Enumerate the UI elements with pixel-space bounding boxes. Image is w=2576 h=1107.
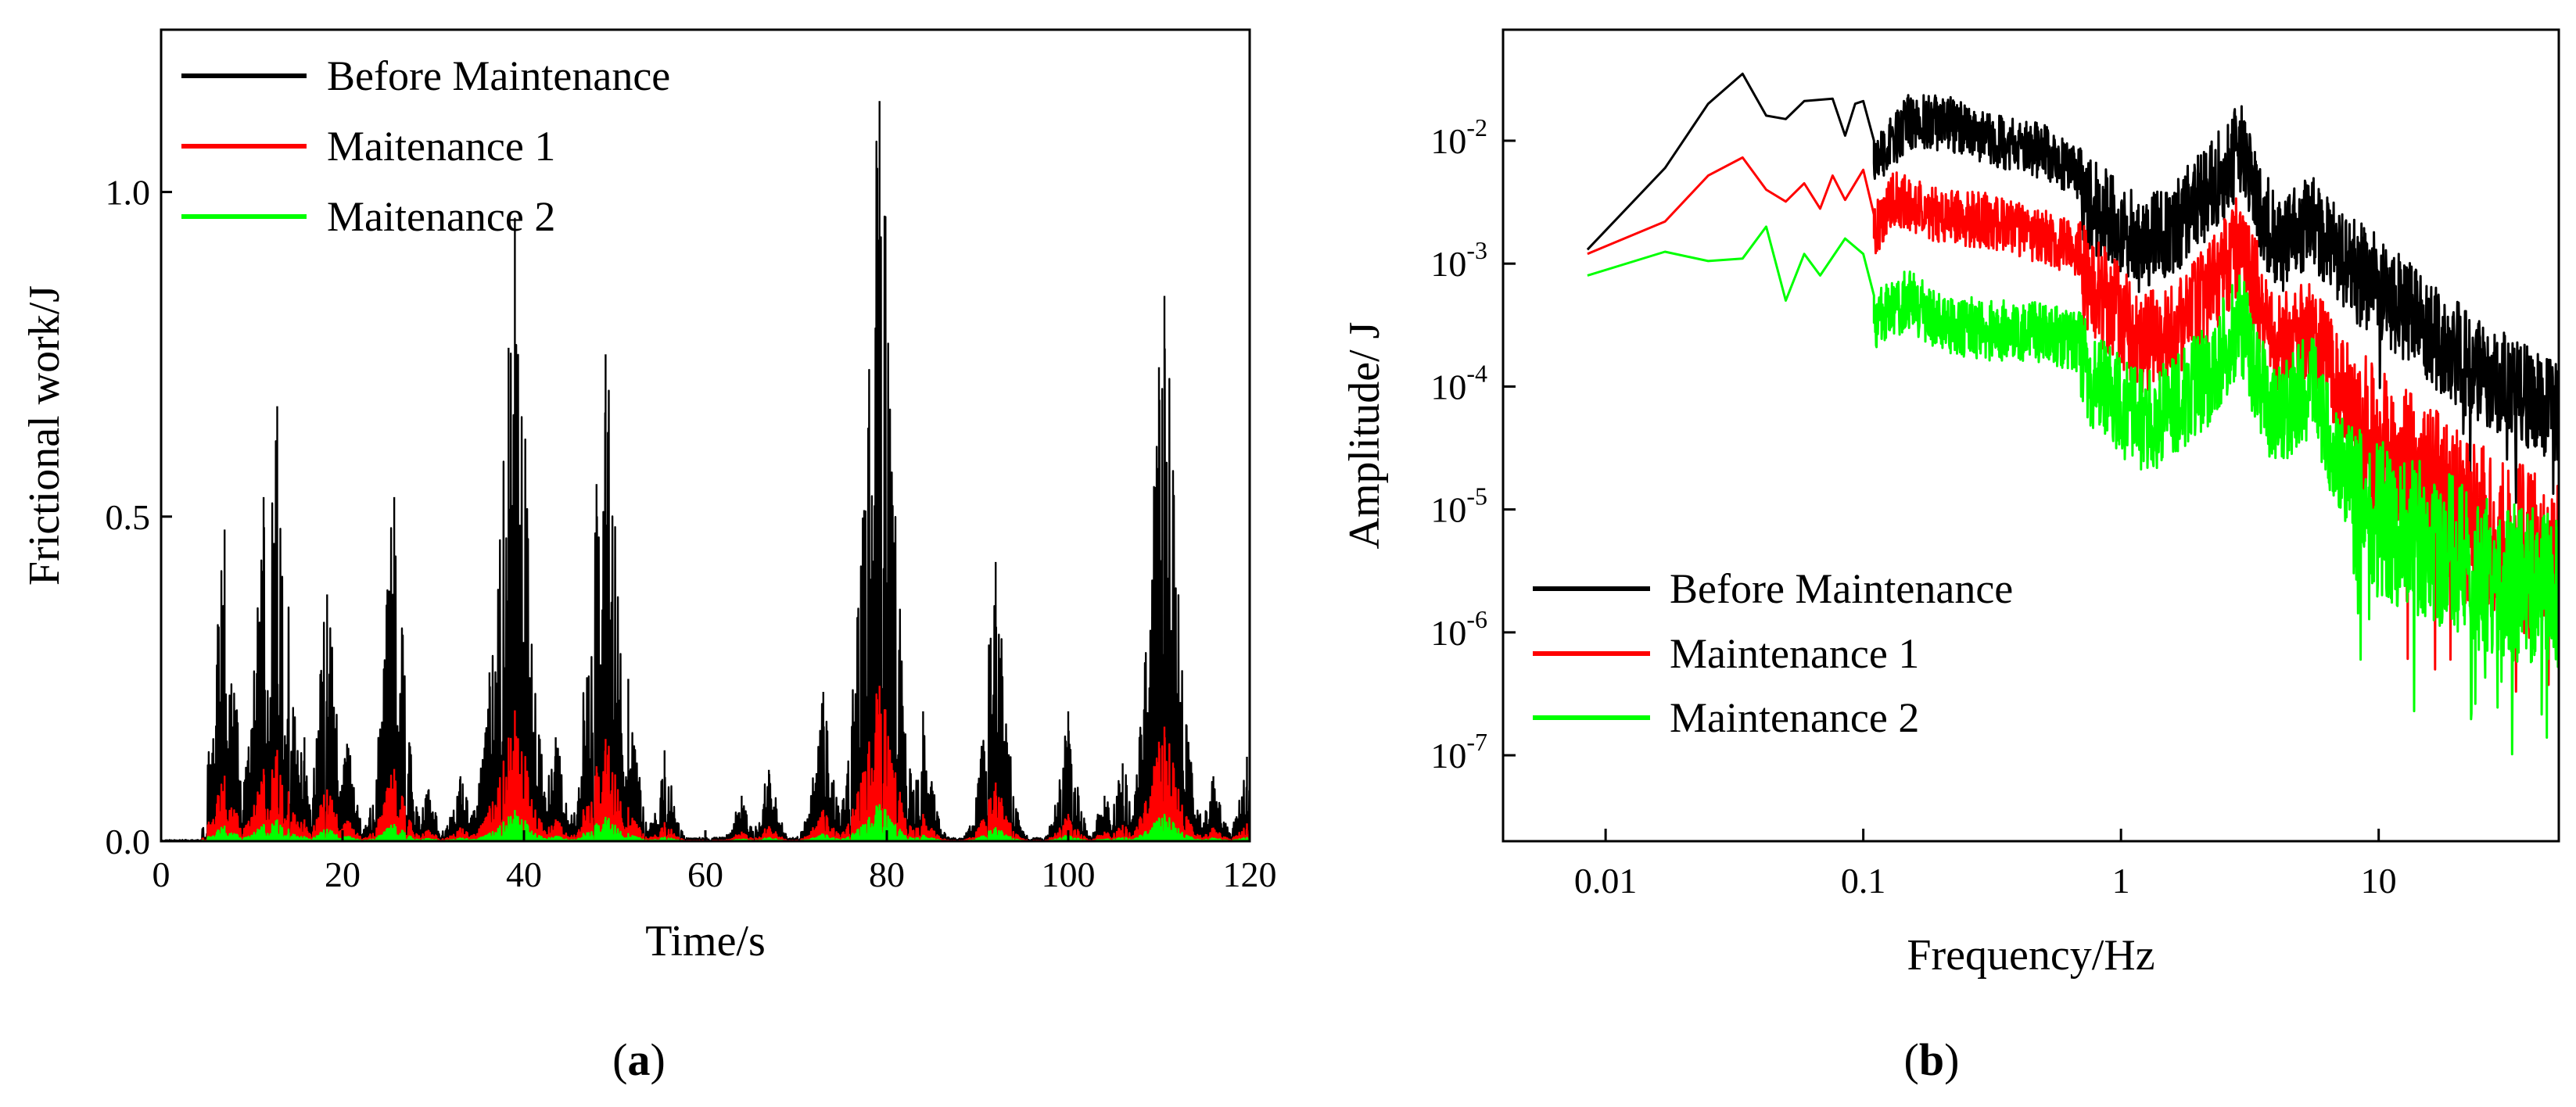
plot-frame-b — [1501, 28, 2560, 843]
x-axis-title-a: Time/s — [645, 917, 766, 965]
xtick-label-b-1: 0.1 — [1841, 861, 1886, 901]
x-axis-title-b: Frequency/Hz — [1907, 931, 2154, 980]
y-axis-title-b: Amplitude/ J — [1340, 322, 1389, 550]
legend-label-a-1: Maitenance 1 — [327, 123, 555, 170]
series-b-0-line — [1586, 72, 2559, 504]
ytick-label-a-1: 0.5 — [106, 497, 151, 537]
ytick-label-b-2: 10-4 — [1430, 359, 1487, 407]
xtick-label-a-6: 120 — [1223, 854, 1277, 894]
legend-label-a-0: Before Maintenance — [327, 52, 670, 99]
series-a-1-line — [161, 686, 1250, 841]
series-a-0-line — [161, 101, 1250, 841]
xtick-label-b-0: 0.01 — [1574, 861, 1638, 901]
xtick-label-b-3: 10 — [2361, 861, 2397, 901]
ytick-label-b-5: 10-7 — [1430, 728, 1487, 776]
ytick-label-b-3: 10-5 — [1430, 482, 1487, 530]
legend-label-b-2: Maintenance 2 — [1670, 694, 1919, 741]
panel-label-b: (b) — [1904, 1034, 1960, 1085]
panel-label-a: (a) — [612, 1034, 666, 1085]
xtick-label-a-2: 40 — [506, 854, 542, 894]
legend-label-a-2: Maitenance 2 — [327, 193, 555, 240]
legend-label-b-0: Before Maintenance — [1670, 565, 2013, 612]
y-axis-title-a: Frictional work/J — [20, 285, 69, 586]
xtick-label-a-0: 0 — [152, 854, 170, 894]
ytick-label-b-0: 10-2 — [1430, 113, 1487, 161]
xtick-label-a-3: 60 — [687, 854, 723, 894]
series-b-2-line — [1587, 225, 2559, 756]
xtick-label-a-4: 80 — [869, 854, 905, 894]
xtick-label-b-2: 1 — [2112, 861, 2130, 901]
panel-a: 0 20 40 60 80 100 120 0.0 0.5 1.0 Time/s… — [20, 28, 1277, 1085]
ytick-label-a-2: 1.0 — [106, 173, 151, 213]
legend-label-b-1: Maintenance 1 — [1670, 630, 1919, 677]
panel-b: 0.01 0.1 1 10 10-2 10-3 10-4 10-5 10-6 1… — [1340, 28, 2560, 1085]
ytick-label-a-0: 0.0 — [106, 822, 151, 862]
xtick-label-a-1: 20 — [325, 854, 361, 894]
ytick-label-b-1: 10-3 — [1430, 236, 1487, 284]
ytick-label-b-4: 10-6 — [1430, 605, 1487, 653]
xtick-label-a-5: 100 — [1042, 854, 1096, 894]
